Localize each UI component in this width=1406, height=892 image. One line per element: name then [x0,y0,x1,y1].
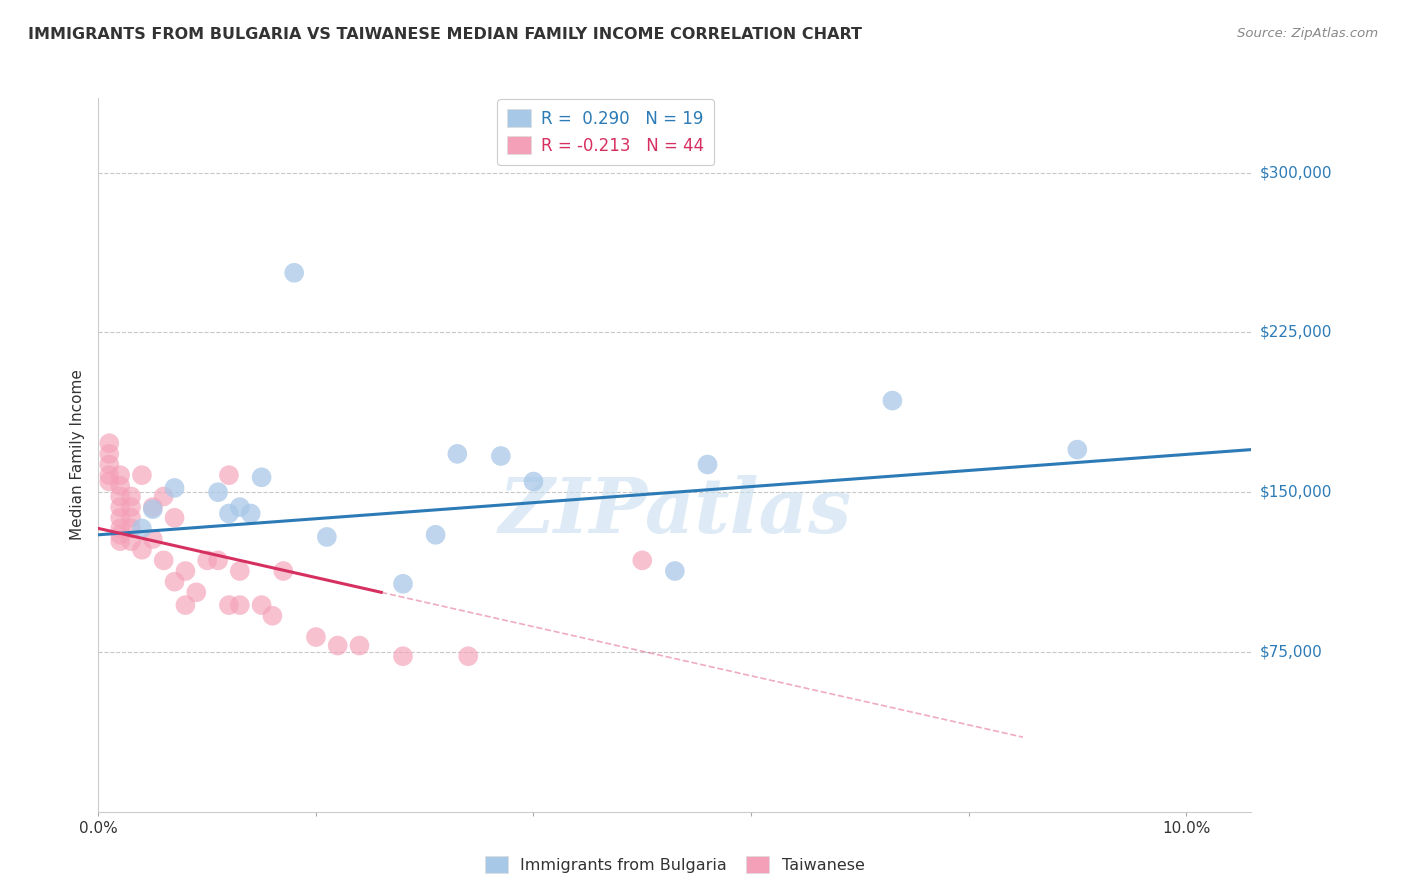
Point [108,510,131,524]
Point [108,479,131,493]
Point [250,598,273,612]
Point [120,500,142,515]
Point [108,528,131,542]
Point [696,458,718,472]
Point [108,521,131,535]
Point [229,598,252,612]
Point [207,553,229,567]
Point [218,507,240,521]
Point [392,649,415,664]
Point [631,553,654,567]
Point [120,510,142,524]
Point [218,468,240,483]
Point [152,553,174,567]
Point [142,500,165,515]
Text: Source: ZipAtlas.com: Source: ZipAtlas.com [1237,27,1378,40]
Point [207,485,229,500]
Point [174,598,197,612]
Point [142,502,165,516]
Point [283,266,305,280]
Point [326,639,349,653]
Point [163,481,186,495]
Point [349,639,371,653]
Point [98,458,121,472]
Point [131,468,153,483]
Point [131,542,153,557]
Point [229,564,252,578]
Point [239,507,262,521]
Point [163,510,186,524]
Y-axis label: Median Family Income: Median Family Income [69,369,84,541]
Point [108,534,131,549]
Point [218,598,240,612]
Point [120,490,142,504]
Text: IMMIGRANTS FROM BULGARIA VS TAIWANESE MEDIAN FAMILY INCOME CORRELATION CHART: IMMIGRANTS FROM BULGARIA VS TAIWANESE ME… [28,27,862,42]
Point [392,576,415,591]
Point [152,490,174,504]
Legend: Immigrants from Bulgaria, Taiwanese: Immigrants from Bulgaria, Taiwanese [479,849,870,880]
Point [120,521,142,535]
Point [163,574,186,589]
Point [174,564,197,578]
Point [489,449,512,463]
Text: $300,000: $300,000 [1260,165,1331,180]
Point [273,564,295,578]
Point [305,630,328,644]
Text: $225,000: $225,000 [1260,325,1331,340]
Point [664,564,686,578]
Point [262,608,284,623]
Point [131,521,153,535]
Point [98,468,121,483]
Point [98,436,121,450]
Text: ZIPatlas: ZIPatlas [498,475,852,549]
Point [315,530,337,544]
Point [882,393,904,408]
Point [186,585,208,599]
Text: $150,000: $150,000 [1260,484,1331,500]
Point [142,532,165,546]
Point [425,528,447,542]
Text: $75,000: $75,000 [1260,644,1323,659]
Point [522,475,544,489]
Point [98,475,121,489]
Point [195,553,218,567]
Point [108,500,131,515]
Point [1066,442,1088,457]
Point [446,447,468,461]
Point [250,470,273,484]
Legend: R =  0.290   N = 19, R = -0.213   N = 44: R = 0.290 N = 19, R = -0.213 N = 44 [498,99,714,165]
Point [229,500,252,515]
Point [457,649,479,664]
Point [120,534,142,549]
Point [108,490,131,504]
Point [108,468,131,483]
Point [98,447,121,461]
